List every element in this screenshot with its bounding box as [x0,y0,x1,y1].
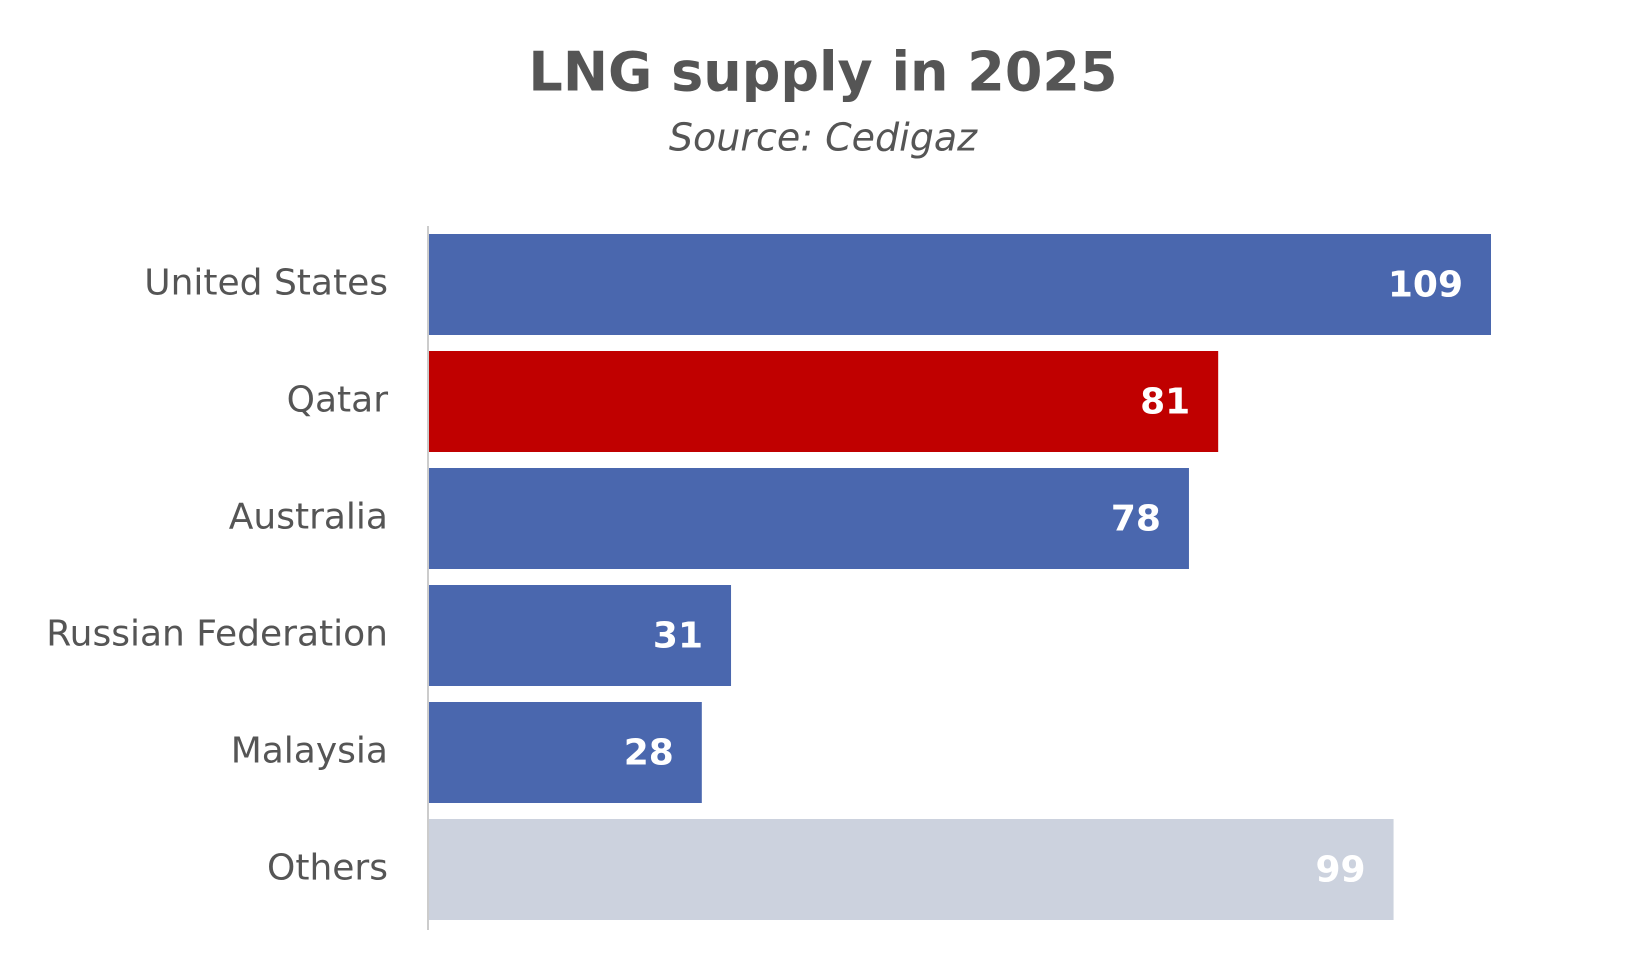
bar [429,585,732,686]
category-label: United States [144,263,388,304]
value-label: 31 [653,616,703,657]
value-label: 81 [1140,382,1190,423]
bar [429,819,1394,920]
bar [429,468,1189,569]
value-label: 109 [1388,265,1463,306]
bar [429,702,702,803]
category-label: Australia [229,497,388,538]
value-label: 28 [624,733,674,774]
chart-subtitle: Source: Cedigaz [669,116,978,160]
category-label: Others [267,848,388,889]
category-label: Russian Federation [46,614,388,655]
category-label: Malaysia [231,731,388,772]
value-label: 78 [1111,499,1161,540]
bar [429,351,1219,452]
value-label: 99 [1315,850,1365,891]
bar [429,234,1491,335]
chart-title: LNG supply in 2025 [528,41,1117,104]
category-label: Qatar [287,380,389,421]
